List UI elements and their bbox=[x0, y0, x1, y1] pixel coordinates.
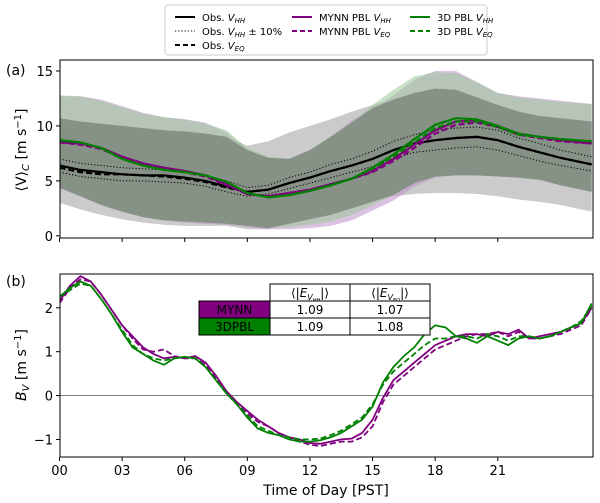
y-ticks: −1 0 1 2 bbox=[34, 302, 60, 448]
y-tick-label: 5 bbox=[45, 175, 53, 190]
plot-frame bbox=[59, 273, 594, 458]
x-tick-label: 09 bbox=[239, 464, 256, 479]
x-tick-label: 15 bbox=[364, 464, 381, 479]
series-3d-pbl-v-eq bbox=[60, 282, 593, 441]
series-mynn-pbl-v-hh bbox=[60, 275, 593, 445]
series-obs-v-eq bbox=[60, 135, 592, 194]
plot-frame bbox=[59, 59, 594, 239]
series-obs-v-hh-10-upper bbox=[60, 126, 592, 189]
legend-entry: Obs. VHH ± 10% bbox=[202, 27, 282, 39]
x-axis-label: Time of Day [PST] bbox=[262, 483, 389, 499]
band-overlap bbox=[60, 88, 592, 229]
y-tick-label: 0 bbox=[45, 230, 53, 245]
legend-entry: MYNN PBL VHH bbox=[319, 13, 392, 25]
y-axis-label: BV [m s−1] bbox=[13, 329, 32, 401]
x-tick-label: 06 bbox=[176, 464, 193, 479]
series-lines bbox=[60, 275, 593, 447]
y-tick-label: 1 bbox=[45, 346, 53, 361]
x-tick-label: 03 bbox=[114, 464, 131, 479]
y-tick-label: 0 bbox=[45, 390, 53, 405]
legend-entry: 3D PBL VEQ bbox=[437, 27, 493, 39]
x-tick-label: 18 bbox=[427, 464, 444, 479]
y-axis-label: ⟨V⟩C [m s−1] bbox=[13, 108, 32, 191]
table-cell-value: 1.09 bbox=[297, 303, 324, 317]
legend: Obs. VHH Obs. VHH ± 10% Obs. VEQ MYNN PBL V… bbox=[164, 4, 494, 56]
y-tick-label: −1 bbox=[34, 433, 53, 448]
y-tick-label: 15 bbox=[36, 65, 53, 80]
legend-frame bbox=[164, 4, 488, 56]
table-cell-value: 1.08 bbox=[377, 320, 404, 334]
y-tick-label: 10 bbox=[36, 120, 53, 135]
legend-entry: MYNN PBL VEQ bbox=[319, 27, 391, 39]
series-lines bbox=[60, 117, 592, 199]
legend-entry: 3D PBL VHH bbox=[437, 13, 494, 25]
y-tick-label: 2 bbox=[45, 302, 53, 317]
error-table: ⟨|EVHH|⟩⟨|EVEQ|⟩MYNN1.091.073DPBL1.091.0… bbox=[198, 283, 431, 336]
table-cell-value: 1.09 bbox=[297, 320, 324, 334]
x-tick-label: 00 bbox=[51, 464, 68, 479]
x-ticks bbox=[59, 238, 499, 242]
series-3d-pbl-v-hh bbox=[60, 280, 593, 443]
table-row-label: 3DPBL bbox=[215, 320, 254, 334]
panel-label-b: (b) bbox=[6, 274, 26, 290]
panel-a: 0 5 10 15 (a) ⟨V⟩C [m s−1] bbox=[6, 59, 594, 245]
y-ticks: 0 5 10 15 bbox=[36, 65, 60, 245]
x-ticks: 00 03 06 09 12 15 18 21 bbox=[51, 457, 506, 479]
legend-entry: Obs. VEQ bbox=[202, 41, 245, 53]
series-3d-pbl-v-eq bbox=[60, 120, 592, 199]
legend-entry: Obs. VHH bbox=[202, 13, 246, 25]
panel-label-a: (a) bbox=[6, 63, 26, 79]
band-3d-pbl-spread bbox=[60, 72, 592, 229]
x-tick-label: 21 bbox=[489, 464, 506, 479]
table-cell bbox=[349, 317, 431, 336]
table-row-label: MYNN bbox=[217, 303, 253, 317]
spread-bands bbox=[60, 71, 592, 230]
table-cell-value: 1.07 bbox=[377, 303, 404, 317]
x-tick-label: 12 bbox=[302, 464, 319, 479]
series-mynn-pbl-v-eq bbox=[60, 278, 593, 447]
